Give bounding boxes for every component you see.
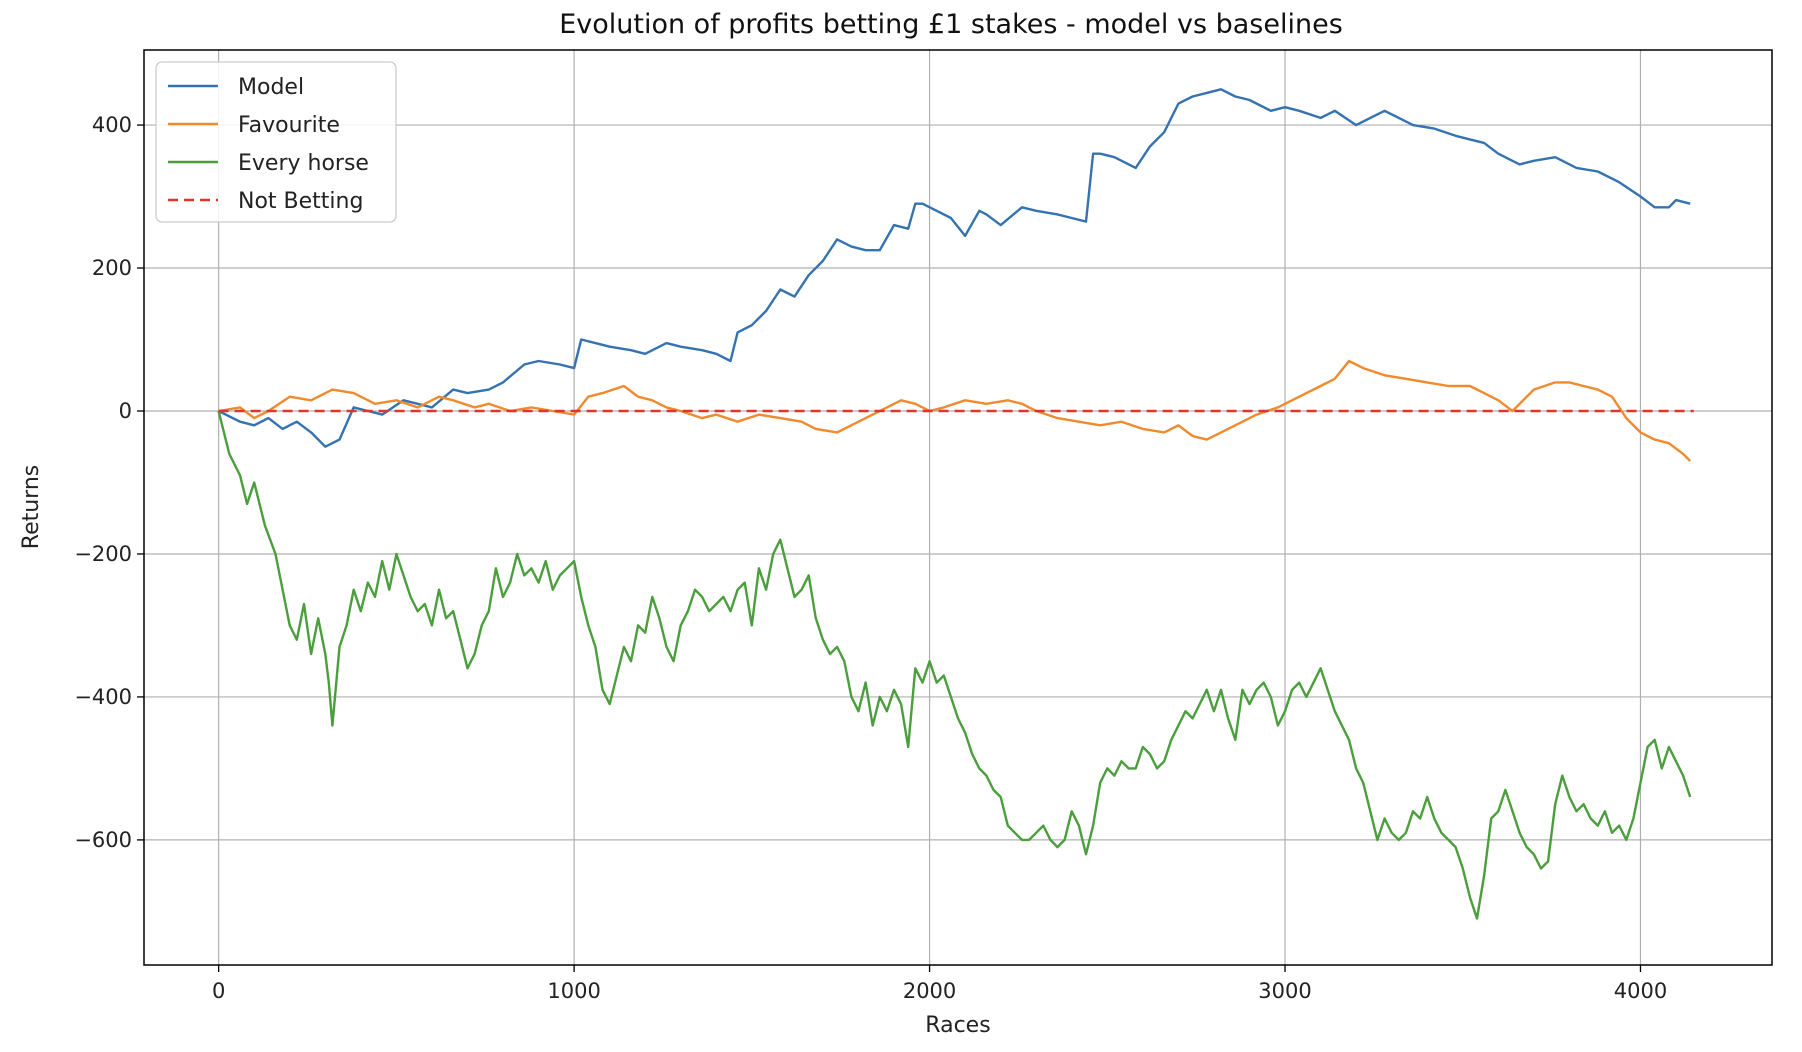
y-tick-label: 0 bbox=[119, 399, 132, 423]
x-tick-label: 0 bbox=[212, 979, 225, 1003]
ticks: 0 1000 2000 3000 4000 −600 −400 −200 0 200 400 bbox=[74, 113, 1667, 1003]
y-tick-label: −200 bbox=[74, 542, 132, 566]
plot-area bbox=[217, 88, 1694, 920]
x-tick-label: 3000 bbox=[1258, 979, 1311, 1003]
legend-label-not-betting: Not Betting bbox=[238, 189, 363, 214]
x-tick-label: 2000 bbox=[903, 979, 956, 1003]
x-tick-label: 1000 bbox=[547, 979, 600, 1003]
legend-label-model: Model bbox=[238, 75, 304, 100]
y-tick-label: −600 bbox=[74, 828, 132, 852]
series-line-model bbox=[218, 88, 1691, 448]
legend-box bbox=[155, 61, 397, 223]
axes-frame bbox=[143, 49, 1773, 966]
legend: Model Favourite Every horse Not Betting bbox=[155, 61, 397, 223]
series-line-every-horse bbox=[217, 410, 1692, 920]
series-line-favourite bbox=[218, 359, 1692, 462]
y-axis-label: Returns bbox=[19, 465, 44, 549]
y-tick-label: 400 bbox=[92, 113, 132, 137]
x-axis-label: Races bbox=[925, 1013, 990, 1038]
x-tick-label: 4000 bbox=[1614, 979, 1667, 1003]
chart-title: Evolution of profits betting £1 stakes -… bbox=[559, 9, 1343, 40]
y-tick-label: −400 bbox=[74, 685, 132, 709]
y-tick-label: 200 bbox=[92, 256, 132, 280]
legend-label-every-horse: Every horse bbox=[238, 151, 369, 176]
legend-label-favourite: Favourite bbox=[238, 113, 340, 138]
